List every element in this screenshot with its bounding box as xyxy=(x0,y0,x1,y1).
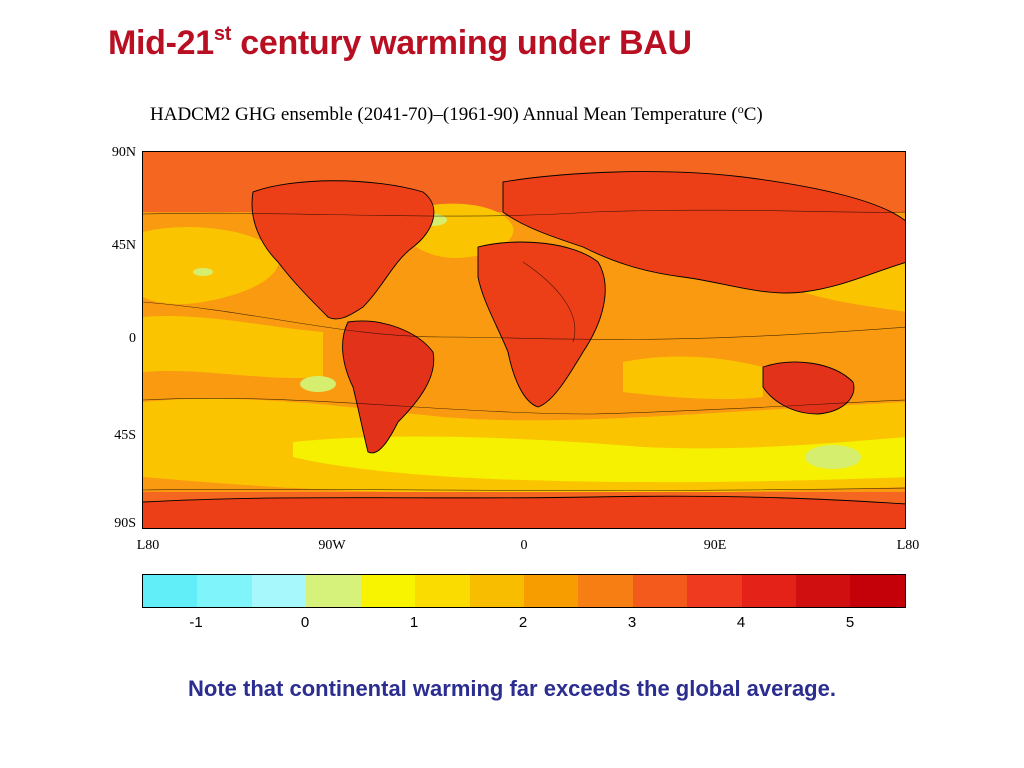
antarctica xyxy=(143,496,905,528)
colorbar-swatch xyxy=(197,575,252,607)
south-america xyxy=(342,321,434,453)
lat-label-equator: 0 xyxy=(129,331,136,346)
north-pacific-warming-zone xyxy=(143,227,280,305)
colorbar-swatch xyxy=(251,575,307,607)
title-superscript: st xyxy=(213,23,232,45)
north-pacific-cold-patch xyxy=(193,268,213,276)
lon-label-0: 0 xyxy=(520,538,528,553)
colorbar-label-5: 5 xyxy=(845,614,855,631)
title-prefix: Mid-21 xyxy=(108,24,214,62)
lon-label-90e: 90E xyxy=(703,538,727,553)
map-title-unit: C) xyxy=(743,104,763,125)
lat-label-45n: 45N xyxy=(111,238,136,253)
colorbar-swatch xyxy=(850,575,905,607)
lon-label-180w: L80 xyxy=(136,538,160,553)
lat-label-90s: 90S xyxy=(114,516,136,531)
colorbar-label-4: 4 xyxy=(736,614,746,631)
colorbar-swatch xyxy=(578,575,633,607)
lat-label-45s: 45S xyxy=(114,428,136,443)
colorbar-label-minus-1: -1 xyxy=(189,614,203,631)
tropical-pacific-zone xyxy=(143,315,323,379)
colorbar-swatch xyxy=(687,575,742,607)
colorbar-swatch xyxy=(143,575,198,607)
slide-note: Note that continental warming far exceed… xyxy=(188,676,836,701)
colorbar-label-1: 1 xyxy=(409,614,419,631)
lon-label-180e: L80 xyxy=(896,538,920,553)
slide-title: Mid-21st century warming under BAU xyxy=(108,24,692,63)
map-title-main: HADCM2 GHG ensemble (2041-70)–(1961-90) … xyxy=(150,104,738,125)
lat-label-90n: 90N xyxy=(111,145,136,160)
south-pacific-cold-patch xyxy=(300,376,336,392)
colorbar-label-2: 2 xyxy=(518,614,528,631)
coastlines xyxy=(143,171,905,505)
map-title: HADCM2 GHG ensemble (2041-70)–(1961-90) … xyxy=(150,102,763,126)
colorbar-swatch xyxy=(415,575,470,607)
lon-label-90w: 90W xyxy=(318,538,346,553)
temperature-colorbar xyxy=(142,574,906,608)
colorbar-swatch xyxy=(523,575,579,607)
australia xyxy=(763,362,854,414)
contour-lines xyxy=(143,209,905,491)
eurasia xyxy=(503,171,905,293)
colorbar-swatch xyxy=(632,575,688,607)
colorbar-swatch xyxy=(741,575,797,607)
colorbar-swatch xyxy=(469,575,524,607)
africa xyxy=(478,242,606,407)
southern-ocean-cool-band xyxy=(293,436,905,483)
colorbar-label-0: 0 xyxy=(300,614,310,631)
temperature-map-canvas xyxy=(143,152,905,528)
south-indian-cold-patch xyxy=(805,445,861,469)
colorbar-swatch xyxy=(796,575,851,607)
indian-ocean-zone xyxy=(623,356,763,400)
colorbar-swatch xyxy=(306,575,361,607)
colorbar-swatch xyxy=(360,575,416,607)
map-title-degree: o xyxy=(737,102,744,116)
colorbar-label-3: 3 xyxy=(627,614,637,631)
temperature-map xyxy=(142,151,906,529)
title-suffix: century warming under BAU xyxy=(231,24,692,62)
